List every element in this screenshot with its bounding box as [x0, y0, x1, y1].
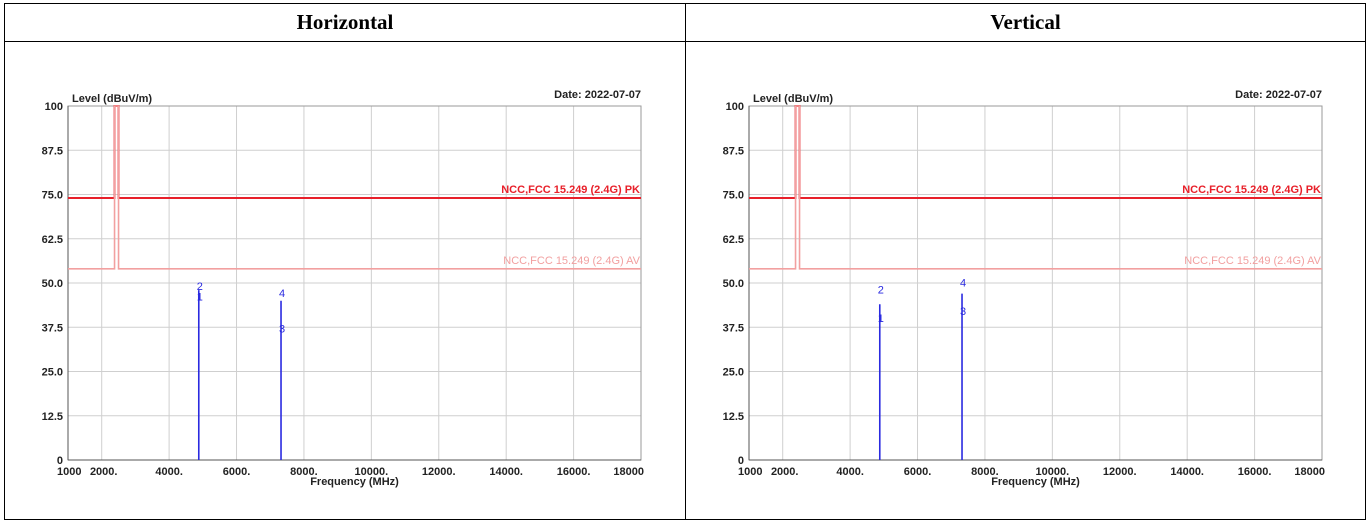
header-horizontal: Horizontal: [296, 10, 394, 34]
marker-label: 4: [960, 278, 966, 290]
y-tick-label: 50.0: [723, 278, 744, 290]
x-tick-label: 10000.: [355, 466, 389, 478]
marker-label: 2: [878, 285, 884, 297]
x-tick-label: 1000: [738, 466, 762, 478]
limit-line-label: NCC,FCC 15.249 (2.4G) AV: [503, 255, 640, 267]
x-tick-label: 16000.: [1238, 466, 1272, 478]
marker-label: 2: [197, 281, 203, 293]
date-label: Date: 2022-07-07: [1235, 89, 1322, 101]
marker-label: 1: [197, 292, 203, 304]
x-tick-label: 8000.: [971, 466, 999, 478]
y-tick-label: 87.5: [42, 145, 63, 157]
x-tick-label: 1000: [57, 466, 81, 478]
limit-line-label: NCC,FCC 15.249 (2.4G) AV: [1184, 255, 1321, 267]
x-tick-label: 18000: [1294, 466, 1325, 478]
limit-line: [749, 105, 1322, 270]
report-table: Horizontal Vertical 100 87.5 75.0 62.5 50.0 3…: [4, 3, 1366, 520]
y-axis-title: Level (dBuV/m): [753, 93, 833, 105]
marker-label: 4: [279, 288, 285, 300]
y-tick-label: 75.0: [723, 190, 744, 202]
y-tick-label: 25.0: [723, 367, 744, 379]
y-tick-label: 37.5: [42, 322, 63, 334]
x-tick-label: 6000.: [223, 466, 251, 478]
marker-label: 3: [279, 324, 285, 336]
x-axis-title: Frequency (MHz): [991, 476, 1080, 488]
date-label: Date: 2022-07-07: [554, 89, 641, 101]
x-tick-label: 4000.: [155, 466, 183, 478]
limit-line-label: NCC,FCC 15.249 (2.4G) PK: [1182, 184, 1321, 196]
limit-line-label: NCC,FCC 15.249 (2.4G) PK: [501, 184, 640, 196]
y-tick-label: 87.5: [723, 145, 744, 157]
x-tick-label: 12000.: [1103, 466, 1137, 478]
x-tick-label: 16000.: [557, 466, 591, 478]
y-tick-label: 12.5: [723, 411, 744, 423]
x-tick-label: 14000.: [1170, 466, 1204, 478]
x-axis-title: Frequency (MHz): [310, 476, 399, 488]
y-tick-label: 75.0: [42, 190, 63, 202]
y-tick-label: 50.0: [42, 278, 63, 290]
column-divider: [685, 4, 686, 519]
y-tick-label: 62.5: [42, 234, 63, 246]
y-tick-label: 62.5: [723, 234, 744, 246]
y-tick-label: 12.5: [42, 411, 63, 423]
y-tick-label: 0: [738, 455, 744, 467]
y-tick-label: 0: [57, 455, 63, 467]
y-tick-label: 100: [726, 101, 744, 113]
x-tick-label: 2000.: [90, 466, 118, 478]
y-tick-label: 37.5: [723, 322, 744, 334]
x-tick-label: 18000: [613, 466, 644, 478]
x-tick-label: 6000.: [904, 466, 932, 478]
marker-label: 3: [960, 306, 966, 318]
x-tick-label: 12000.: [422, 466, 456, 478]
x-tick-label: 8000.: [290, 466, 318, 478]
x-tick-label: 14000.: [489, 466, 523, 478]
y-axis-title: Level (dBuV/m): [72, 93, 152, 105]
header-vertical: Vertical: [990, 10, 1061, 34]
y-tick-label: 25.0: [42, 367, 63, 379]
x-tick-label: 10000.: [1036, 466, 1070, 478]
limit-line: [68, 105, 641, 270]
y-tick-label: 100: [45, 101, 63, 113]
x-tick-label: 2000.: [771, 466, 799, 478]
marker-label: 1: [878, 313, 884, 325]
x-tick-label: 4000.: [836, 466, 864, 478]
